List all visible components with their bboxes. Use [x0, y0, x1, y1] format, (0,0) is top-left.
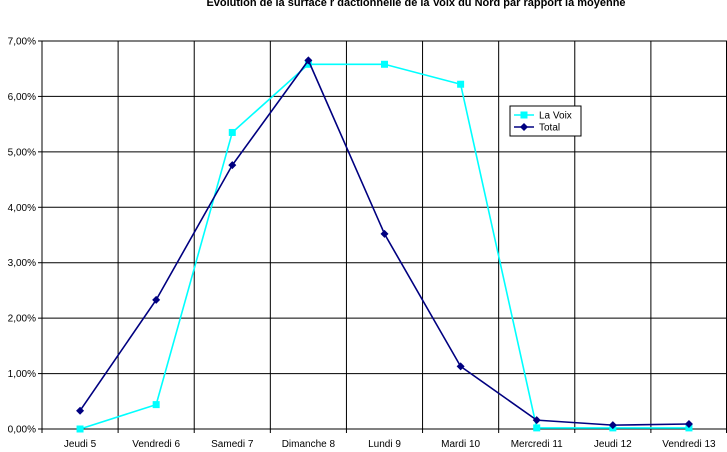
data-point — [684, 420, 693, 429]
data-point — [228, 128, 236, 136]
data-point — [76, 425, 84, 433]
legend-swatch-marker — [520, 123, 528, 131]
y-tick-label: 5,00% — [8, 147, 36, 158]
data-point — [532, 416, 541, 425]
x-tick-label: Jeudi 5 — [64, 439, 97, 450]
x-tick-label: Dimanche 8 — [282, 439, 336, 450]
x-axis-ticks: Jeudi 5 Vendredi 6 Samedi 7 Dimanche 8 Lundi… — [41, 429, 727, 450]
series-group — [76, 56, 693, 433]
y-tick-label: 7,00% — [8, 37, 36, 48]
data-point — [456, 362, 465, 371]
legend-item: Total — [514, 123, 560, 134]
series-la-voix — [76, 60, 693, 433]
x-tick-label: Vendredi 6 — [132, 439, 180, 450]
series-line — [79, 58, 689, 426]
x-tick-label: Mardi 10 — [441, 439, 480, 450]
y-tick-label: 3,00% — [8, 258, 36, 269]
legend-box — [509, 105, 582, 137]
x-tick-label: Lundi 9 — [368, 439, 401, 450]
data-point — [533, 424, 541, 432]
data-point — [228, 161, 237, 170]
chart-title: Evolution de la surface r dactionnelle d… — [206, 0, 625, 9]
legend-label: La Voix — [539, 111, 572, 122]
series-total — [76, 56, 693, 430]
y-tick-label: 2,00% — [8, 314, 36, 325]
data-point — [457, 80, 465, 88]
y-tick-label: 4,00% — [8, 203, 36, 214]
legend-swatch-marker — [520, 111, 528, 119]
y-tick-label: 1,00% — [8, 369, 36, 380]
data-point — [152, 401, 160, 409]
data-point — [152, 295, 161, 304]
legend-label: Total — [539, 123, 560, 134]
data-point — [381, 60, 388, 68]
x-tick-label: Samedi 7 — [211, 439, 254, 450]
legend-item: La Voix — [514, 111, 572, 122]
series-line — [79, 63, 689, 430]
x-tick-label: Jeudi 12 — [594, 439, 632, 450]
data-point — [76, 406, 85, 415]
x-tick-label: Vendredi 13 — [662, 439, 716, 450]
data-point — [608, 421, 617, 430]
data-point — [304, 56, 313, 65]
x-tick-label: Mercredi 11 — [511, 439, 563, 450]
y-tick-label: 6,00% — [8, 92, 36, 103]
y-tick-label: 0,00% — [8, 425, 36, 436]
y-axis-ticks: 0,00% 1,00% 2,00% 3,00% 4,00% 5,00% 6,00% 7,00% — [8, 37, 42, 436]
data-point — [380, 229, 389, 238]
